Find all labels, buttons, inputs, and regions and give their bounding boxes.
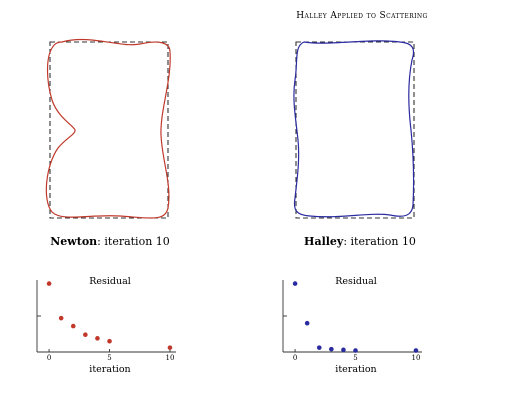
newton-residual-point	[46, 281, 52, 286]
newton-residual-chart: Residual iteration 0 5 10	[36, 276, 176, 375]
halley-caption-rest: : iteration 10	[343, 235, 416, 248]
newton-x-tick-label: 0	[47, 354, 51, 362]
newton-residual-x-ticks: 0 5 10	[47, 349, 174, 362]
halley-residual-chart: Residual iteration 0 5 10	[282, 276, 422, 375]
newton-residual-point	[95, 336, 100, 341]
newton-residual-title: Residual	[89, 276, 131, 287]
newton-residual-points	[46, 281, 173, 350]
halley-shape-panel	[293, 40, 415, 219]
halley-x-tick-label: 0	[293, 354, 297, 362]
newton-x-tick-label: 10	[165, 354, 174, 362]
newton-residual-point	[167, 345, 173, 350]
newton-shape-panel	[45, 38, 171, 219]
newton-residual-point	[58, 315, 64, 321]
halley-residual-point	[353, 348, 358, 353]
newton-residual-point	[70, 323, 76, 329]
newton-caption-method: Newton	[50, 235, 97, 248]
newton-residual-point	[83, 332, 88, 338]
newton-caption-rest: : iteration 10	[97, 235, 170, 248]
halley-residual-title: Residual	[335, 276, 377, 287]
halley-x-tick-label: 5	[353, 354, 357, 362]
halley-residual-point	[329, 346, 334, 352]
newton-contour	[45, 38, 171, 219]
newton-x-tick-label: 5	[107, 354, 111, 362]
halley-residual-point	[413, 348, 419, 353]
newton-caption: Newton: iteration 10	[50, 235, 170, 248]
halley-contour	[293, 40, 415, 218]
halley-x-tick-label: 10	[411, 354, 420, 362]
figure-title: Halley Applied to Scattering	[296, 11, 428, 21]
halley-residual-points	[292, 281, 419, 353]
halley-residual-point	[316, 345, 322, 350]
newton-target-rectangle	[49, 41, 169, 219]
halley-caption: Halley: iteration 10	[304, 235, 416, 248]
halley-target-rectangle	[295, 41, 415, 219]
newton-residual-xlabel: iteration	[89, 364, 130, 375]
halley-residual-point	[292, 281, 298, 286]
newton-residual-point	[107, 338, 112, 344]
halley-residual-xlabel: iteration	[335, 364, 376, 375]
halley-caption-method: Halley	[304, 235, 344, 248]
halley-residual-point	[341, 347, 346, 353]
halley-residual-point	[304, 320, 310, 326]
